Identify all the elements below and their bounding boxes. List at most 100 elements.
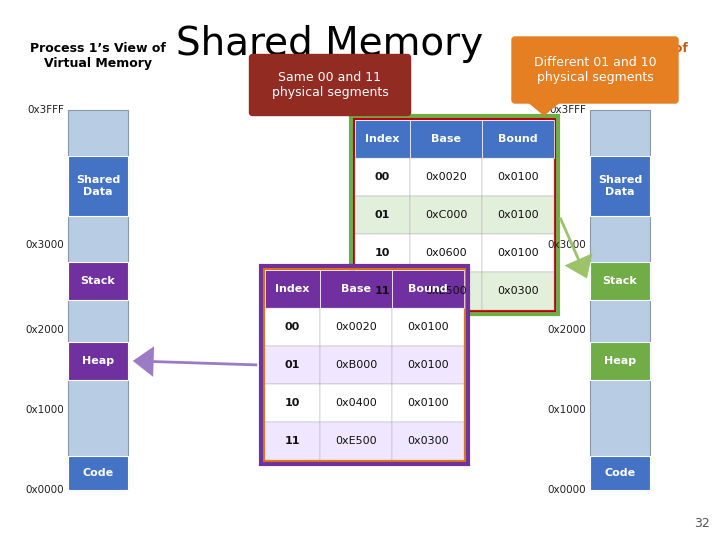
Bar xyxy=(68,262,128,300)
Bar xyxy=(355,234,410,272)
Text: Index: Index xyxy=(275,284,310,294)
Text: 0x2000: 0x2000 xyxy=(547,325,586,335)
Bar xyxy=(590,456,650,490)
Bar xyxy=(355,272,410,310)
Bar xyxy=(482,234,554,272)
Bar xyxy=(482,158,554,196)
Bar xyxy=(410,272,482,310)
Text: 0x3000: 0x3000 xyxy=(25,240,64,250)
Text: 0x0100: 0x0100 xyxy=(408,322,449,332)
Bar xyxy=(320,384,392,422)
Bar xyxy=(590,110,650,490)
Bar xyxy=(265,346,320,384)
Bar xyxy=(482,120,554,158)
Bar xyxy=(68,110,128,490)
Bar xyxy=(354,119,555,311)
FancyArrowPatch shape xyxy=(132,346,257,377)
Text: 0x0100: 0x0100 xyxy=(498,210,539,220)
Text: 0x3FFF: 0x3FFF xyxy=(549,105,586,115)
Bar xyxy=(590,342,650,380)
Text: 0x1000: 0x1000 xyxy=(547,405,586,415)
Text: 10: 10 xyxy=(285,398,300,408)
Bar xyxy=(355,120,410,158)
Bar xyxy=(410,158,482,196)
Bar xyxy=(261,266,468,464)
Text: Index: Index xyxy=(365,134,400,144)
Bar xyxy=(265,270,320,308)
Text: 0x1000: 0x1000 xyxy=(25,405,64,415)
Bar xyxy=(392,346,464,384)
Bar xyxy=(355,196,410,234)
Text: 0x3000: 0x3000 xyxy=(547,240,586,250)
Bar xyxy=(590,262,650,300)
FancyBboxPatch shape xyxy=(250,55,410,116)
Bar xyxy=(482,272,554,310)
Text: 10: 10 xyxy=(375,248,390,258)
Bar xyxy=(320,422,392,460)
Text: 32: 32 xyxy=(694,517,710,530)
Text: Base: Base xyxy=(431,134,461,144)
Bar xyxy=(68,156,128,217)
Bar xyxy=(392,270,464,308)
Polygon shape xyxy=(526,100,562,115)
Text: 0xB000: 0xB000 xyxy=(335,360,377,370)
Bar xyxy=(320,270,392,308)
Bar xyxy=(410,196,482,234)
FancyBboxPatch shape xyxy=(512,37,678,103)
Text: 0xE500: 0xE500 xyxy=(426,286,467,296)
Bar xyxy=(351,116,558,314)
Text: 0x2000: 0x2000 xyxy=(25,325,64,335)
Text: 0x0600: 0x0600 xyxy=(426,248,467,258)
Text: 0x0300: 0x0300 xyxy=(408,436,449,446)
Bar xyxy=(264,269,465,461)
Text: Heap: Heap xyxy=(604,356,636,366)
Text: 00: 00 xyxy=(375,172,390,182)
Text: Different 01 and 10
physical segments: Different 01 and 10 physical segments xyxy=(534,56,657,84)
Text: Bound: Bound xyxy=(408,284,448,294)
Text: 0x0400: 0x0400 xyxy=(335,398,377,408)
Text: 0x0000: 0x0000 xyxy=(547,485,586,495)
Bar xyxy=(320,308,392,346)
Text: 00: 00 xyxy=(285,322,300,332)
Text: 0xE500: 0xE500 xyxy=(336,436,377,446)
Text: 0x0020: 0x0020 xyxy=(335,322,377,332)
Text: 0x0020: 0x0020 xyxy=(425,172,467,182)
Text: Shared
Data: Shared Data xyxy=(598,175,642,197)
Text: 0x0100: 0x0100 xyxy=(408,360,449,370)
Bar xyxy=(410,234,482,272)
Text: Process 1’s View of
Virtual Memory: Process 1’s View of Virtual Memory xyxy=(30,42,166,70)
Text: 0x0100: 0x0100 xyxy=(498,248,539,258)
Bar xyxy=(590,156,650,217)
Text: 0xC000: 0xC000 xyxy=(425,210,467,220)
Text: 0x0100: 0x0100 xyxy=(408,398,449,408)
Bar xyxy=(265,422,320,460)
Text: Base: Base xyxy=(341,284,371,294)
Text: 0x0300: 0x0300 xyxy=(498,286,539,296)
Bar xyxy=(410,120,482,158)
Text: 0x3FFF: 0x3FFF xyxy=(27,105,64,115)
Text: Bound: Bound xyxy=(498,134,538,144)
Text: Same 00 and 11
physical segments: Same 00 and 11 physical segments xyxy=(271,71,388,99)
Bar xyxy=(68,342,128,380)
Text: Shared
Data: Shared Data xyxy=(76,175,120,197)
Text: Code: Code xyxy=(604,468,636,478)
Bar xyxy=(68,456,128,490)
Bar xyxy=(482,196,554,234)
Polygon shape xyxy=(367,112,403,115)
Bar xyxy=(355,158,410,196)
Text: Process 2’s View of
Virtual Memory: Process 2’s View of Virtual Memory xyxy=(552,42,688,70)
Text: Stack: Stack xyxy=(603,276,637,286)
Text: 01: 01 xyxy=(285,360,300,370)
Bar xyxy=(392,308,464,346)
Text: 01: 01 xyxy=(375,210,390,220)
Text: Code: Code xyxy=(82,468,114,478)
Text: 11: 11 xyxy=(284,436,300,446)
Bar xyxy=(265,308,320,346)
Text: Shared Memory: Shared Memory xyxy=(176,25,484,63)
Bar xyxy=(320,346,392,384)
Text: 0x0000: 0x0000 xyxy=(25,485,64,495)
Text: 11: 11 xyxy=(374,286,390,296)
Text: Stack: Stack xyxy=(81,276,115,286)
Text: 0x0100: 0x0100 xyxy=(498,172,539,182)
Bar xyxy=(392,384,464,422)
